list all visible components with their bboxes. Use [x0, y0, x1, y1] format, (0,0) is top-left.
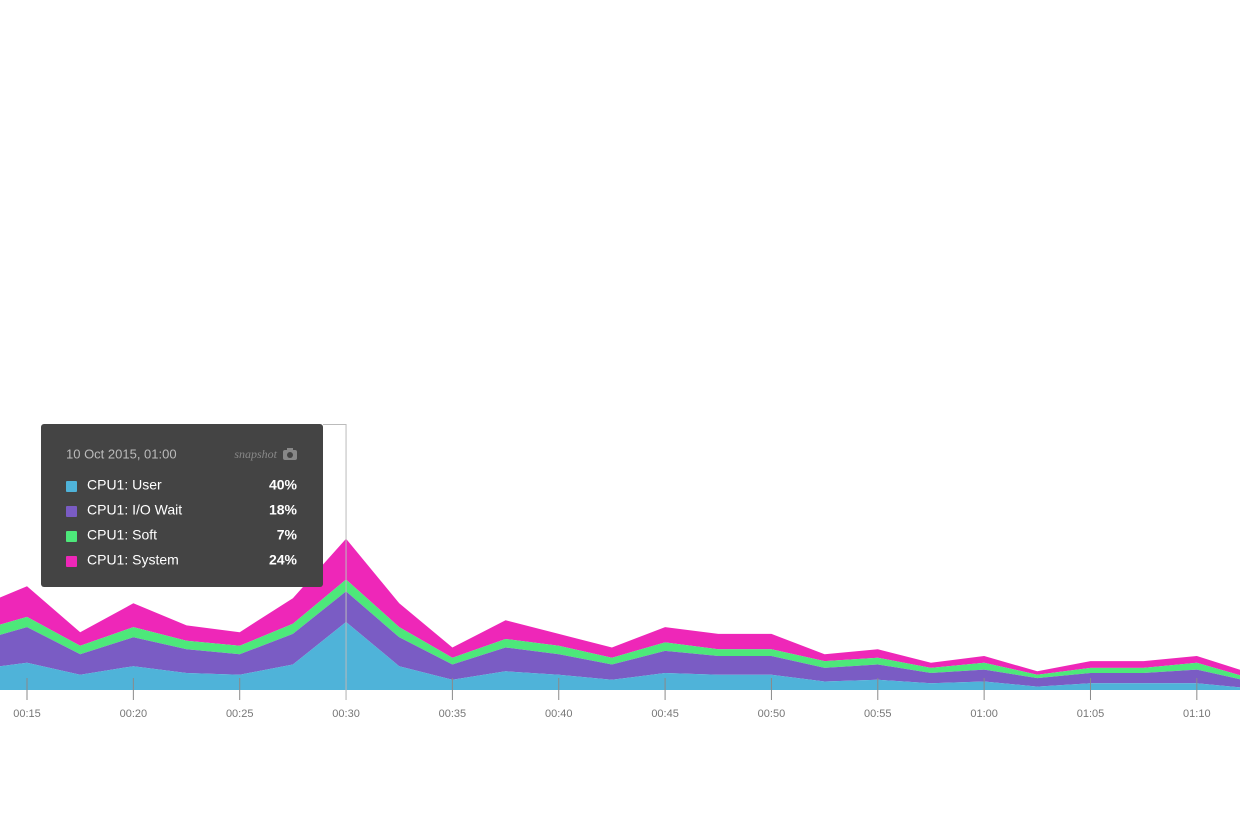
- x-tick-label: 00:30: [332, 708, 360, 720]
- tooltip-value: 24%: [269, 552, 298, 568]
- legend-label: CPU1: Soft: [87, 527, 157, 543]
- plot-area: [0, 538, 1240, 690]
- legend-swatch: [66, 481, 77, 492]
- x-tick-label: 00:25: [226, 708, 254, 720]
- legend-swatch: [66, 531, 77, 542]
- x-tick-label: 01:05: [1077, 708, 1105, 720]
- tooltip-value: 40%: [269, 477, 298, 493]
- x-tick-label: 00:50: [758, 708, 786, 720]
- x-tick-label: 00:15: [13, 708, 41, 720]
- tooltip-value: 18%: [269, 502, 298, 518]
- tooltip-box: [41, 424, 323, 587]
- legend-swatch: [66, 506, 77, 517]
- legend-label: CPU1: I/O Wait: [87, 502, 182, 518]
- x-tick-label: 00:20: [120, 708, 148, 720]
- x-tick-label: 01:10: [1183, 708, 1211, 720]
- legend-swatch: [66, 556, 77, 567]
- x-axis: 00:15 00:20 00:25 00:30 00:35 00:40 00:45 00:50…: [13, 678, 1211, 720]
- snapshot-button[interactable]: snapshot: [234, 447, 277, 461]
- legend-label: CPU1: User: [87, 477, 162, 493]
- x-tick-label: 00:55: [864, 708, 892, 720]
- area: [0, 622, 1240, 690]
- legend-label: CPU1: System: [87, 552, 179, 568]
- area: [0, 538, 1240, 676]
- x-tick-label: 00:35: [439, 708, 467, 720]
- camera-icon[interactable]: [283, 448, 297, 460]
- x-tick-label: 01:00: [970, 708, 998, 720]
- x-tick-label: 00:40: [545, 708, 573, 720]
- area: [0, 579, 1240, 680]
- tooltip-value: 7%: [277, 527, 298, 543]
- tooltip: 10 Oct 2015, 01:00 snapshot CPU1: User 40…: [41, 424, 323, 587]
- tooltip-title: 10 Oct 2015, 01:00: [66, 446, 177, 461]
- area: [0, 591, 1240, 688]
- x-tick-label: 00:45: [651, 708, 679, 720]
